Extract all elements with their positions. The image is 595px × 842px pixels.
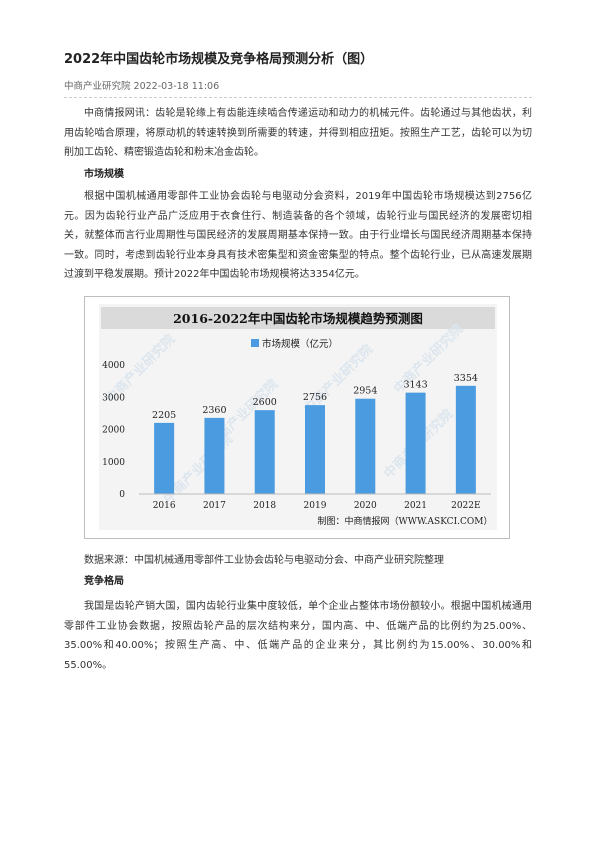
data-source: 数据来源：中国机械通用零部件工业协会齿轮与电驱动分会、中商产业研究院整理	[84, 555, 444, 566]
x-tick-label: 2020	[354, 501, 377, 511]
bar	[254, 410, 275, 494]
x-tick-label: 2017	[203, 501, 226, 511]
y-axis: 0 1000 2000 3000 4000	[102, 361, 125, 500]
bar	[355, 398, 376, 494]
data-label: 2360	[202, 405, 226, 416]
bar	[405, 392, 426, 494]
page-title: 2022年中国齿轮市场规模及竞争格局预测分析（图）	[64, 52, 374, 67]
x-axis: 2016 2017 2018 2019 2020 2021 2022E	[139, 493, 491, 511]
y-tick-label: 4000	[102, 361, 125, 371]
bar-chart: 2016-2022年中国齿轮市场规模趋势预测图 市场规模（亿元） 中商产业研究院…	[101, 307, 495, 527]
x-tick-label: 2019	[304, 501, 327, 511]
legend-label: 市场规模（亿元）	[262, 338, 338, 350]
section-heading-market-size: 市场规模	[84, 169, 124, 180]
divider	[64, 97, 532, 98]
y-tick-label: 3000	[102, 393, 125, 403]
x-tick-label: 2018	[253, 501, 276, 511]
x-tick-label: 2022E	[451, 501, 480, 511]
data-labels: 2205 2360 2600 2756 2954 3143 3354	[152, 373, 478, 421]
bar	[305, 405, 325, 494]
intro-paragraph: 中商情报网讯：齿轮是轮缘上有齿能连续啮合传递运动和动力的机械元件。齿轮通过与其他…	[64, 108, 532, 158]
bar	[204, 417, 225, 494]
data-label: 2756	[303, 392, 327, 403]
competition-paragraph: 我国是齿轮产销大国，国内齿轮行业集中度较低，单个企业占整体市场份额较小。根据中国…	[64, 601, 532, 671]
x-tick-label: 2016	[153, 501, 176, 511]
y-tick-label: 2000	[102, 426, 125, 436]
data-label: 3143	[403, 380, 427, 391]
chart-title-bar	[101, 307, 495, 329]
watermark-text: 中商产业研究院	[391, 321, 467, 397]
chart-title: 2016-2022年中国齿轮市场规模趋势预测图	[173, 311, 423, 326]
y-tick-label: 0	[119, 490, 125, 500]
y-tick-label: 1000	[102, 458, 125, 468]
bar-series	[154, 385, 476, 494]
bar	[455, 385, 476, 494]
data-label: 2954	[353, 386, 377, 397]
chart-frame: 2016-2022年中国齿轮市场规模趋势预测图 市场规模（亿元） 中商产业研究院…	[84, 296, 510, 539]
bar	[154, 422, 175, 494]
data-label: 2600	[253, 397, 277, 408]
chart-credit: 制图：中商情报网（WWW.ASKCI.COM）	[318, 515, 493, 527]
x-tick-label: 2021	[404, 501, 427, 511]
section-heading-competition: 竞争格局	[84, 576, 124, 587]
market-size-paragraph: 根据中国机械通用零部件工业协会齿轮与电驱动分会资料，2019年中国齿轮市场规模达…	[64, 191, 532, 280]
data-label: 2205	[152, 410, 176, 421]
data-label: 3354	[454, 373, 478, 384]
legend-swatch	[251, 339, 259, 347]
chart-area: 2016-2022年中国齿轮市场规模趋势预测图 市场规模（亿元） 中商产业研究院…	[99, 304, 497, 530]
article-meta: 中商产业研究院 2022-03-18 11:06	[64, 81, 220, 92]
